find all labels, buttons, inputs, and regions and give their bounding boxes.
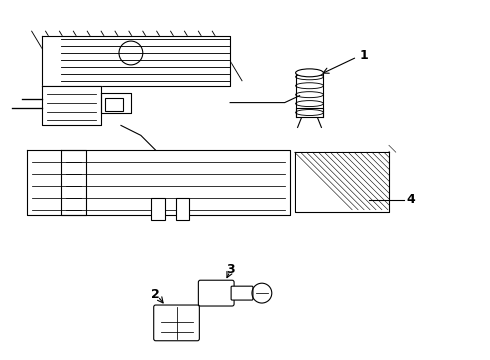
Polygon shape — [26, 150, 86, 215]
Text: 2: 2 — [151, 288, 160, 301]
FancyBboxPatch shape — [198, 280, 234, 306]
Text: 3: 3 — [226, 263, 234, 276]
Polygon shape — [61, 150, 290, 215]
Text: 1: 1 — [359, 49, 368, 63]
Polygon shape — [294, 152, 389, 212]
Text: 4: 4 — [407, 193, 416, 206]
FancyBboxPatch shape — [154, 305, 199, 341]
Polygon shape — [42, 86, 101, 125]
Bar — [105, 98, 123, 111]
FancyBboxPatch shape — [231, 286, 253, 300]
Bar — [295, 108, 323, 117]
Ellipse shape — [295, 69, 323, 77]
Bar — [175, 198, 190, 220]
Polygon shape — [101, 93, 131, 113]
Polygon shape — [42, 36, 230, 86]
Bar — [151, 198, 165, 220]
Bar — [295, 153, 388, 211]
